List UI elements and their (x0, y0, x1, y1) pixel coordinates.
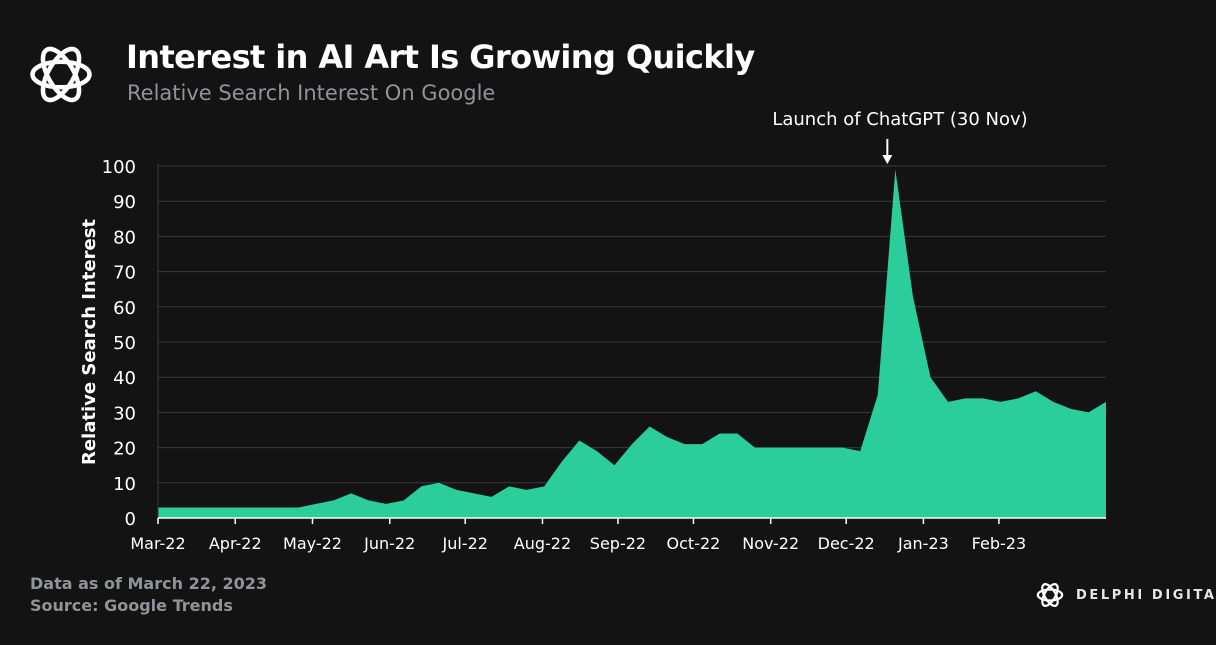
x-tick-label: Feb-23 (972, 534, 1026, 553)
x-tick-labels: Mar-22 Apr-22 May-22 Jun-22 Jul-22 Aug-22 Sep-… (130, 518, 1026, 553)
x-tick-label: Sep-22 (590, 534, 646, 553)
y-tick-label: 30 (113, 403, 136, 424)
y-tick-labels: 0 10 20 30 40 50 60 70 80 90 100 (102, 157, 136, 530)
x-tick-label: May-22 (283, 534, 342, 553)
brand-mark: DELPHI DIGITAL (1034, 578, 1216, 612)
x-tick-label: Jul-22 (442, 534, 488, 553)
y-axis-label: Relative Search Interest (79, 219, 100, 465)
x-tick-label: Oct-22 (667, 534, 721, 553)
x-tick-label: Aug-22 (514, 534, 571, 553)
x-tick-label: Jun-22 (363, 534, 415, 553)
y-tick-label: 0 (125, 509, 136, 530)
annotation-label: Launch of ChatGPT (30 Nov) (772, 109, 1027, 130)
y-tick-label: 40 (113, 368, 136, 389)
y-tick-label: 50 (113, 333, 136, 354)
y-tick-label: 80 (113, 227, 136, 248)
x-tick-label: Mar-22 (130, 534, 185, 553)
chart-title: Interest in AI Art Is Growing Quickly (126, 38, 755, 76)
source-note: Source: Google Trends (30, 596, 233, 615)
y-tick-label: 90 (113, 192, 136, 213)
y-tick-label: 60 (113, 298, 136, 319)
area-series (158, 169, 1106, 518)
axes (157, 164, 1106, 519)
brand-name: DELPHI DIGITAL (1076, 587, 1216, 603)
x-tick-label: Apr-22 (209, 534, 262, 553)
chart-subtitle: Relative Search Interest On Google (127, 81, 496, 105)
y-tick-label: 10 (113, 474, 136, 495)
annotation-arrow-head (882, 155, 893, 164)
delphi-knot-logo-icon (30, 46, 92, 103)
delphi-knot-logo-icon (1036, 583, 1064, 607)
x-tick-label: Dec-22 (818, 534, 875, 553)
x-tick-label: Jan-23 (897, 534, 949, 553)
y-tick-label: 20 (113, 439, 136, 460)
y-tick-label: 100 (102, 157, 136, 178)
data-date-note: Data as of March 22, 2023 (30, 574, 268, 593)
y-tick-label: 70 (113, 263, 136, 284)
annotation-arrow (882, 139, 893, 164)
x-tick-label: Nov-22 (742, 534, 799, 553)
